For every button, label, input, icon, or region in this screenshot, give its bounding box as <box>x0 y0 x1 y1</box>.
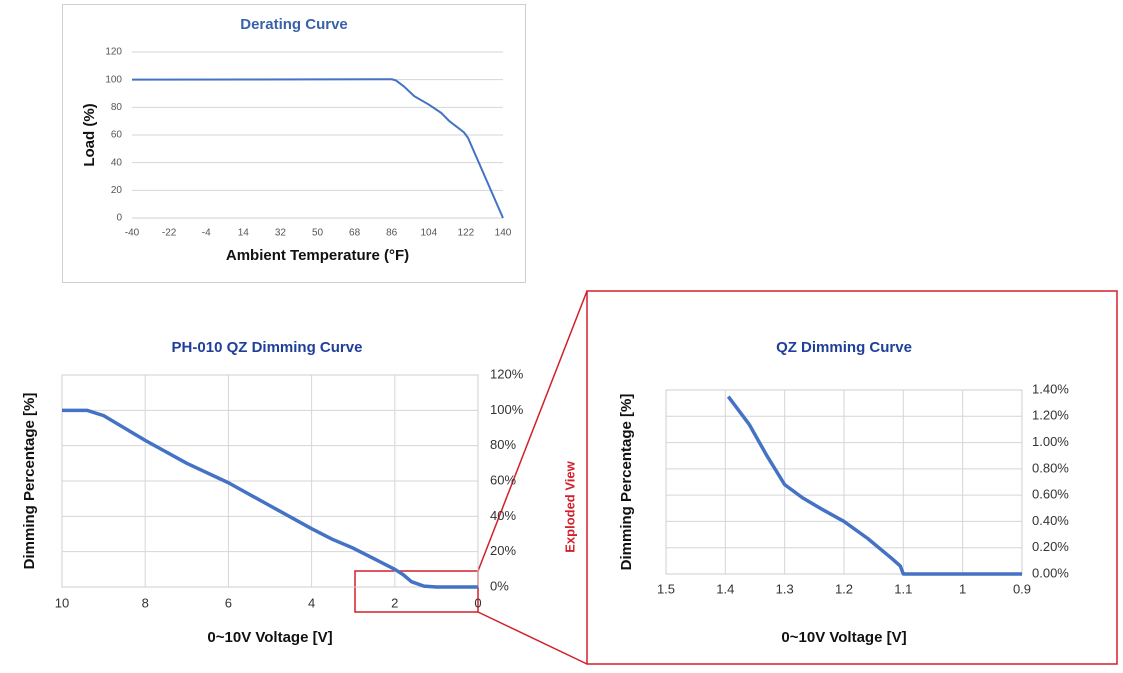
y-tick-label: 20% <box>490 543 516 558</box>
y-tick-label: 0% <box>490 578 509 593</box>
x-tick-label: 50 <box>312 228 324 239</box>
x-tick-label: 86 <box>386 228 398 239</box>
x-tick-label: -4 <box>202 228 211 239</box>
x-tick-label: -22 <box>162 228 177 239</box>
x-tick-label: 1.2 <box>835 581 853 596</box>
data-line <box>131 78 504 219</box>
y-tick-label: 60% <box>490 472 516 487</box>
x-tick-label: 122 <box>458 228 475 239</box>
y-tick-label: 80% <box>490 437 516 452</box>
data-line <box>726 395 1022 576</box>
y-tick-label: 80 <box>111 102 123 113</box>
y-tick-label: 0 <box>116 213 122 224</box>
x-tick-label: 140 <box>495 228 512 239</box>
x-tick-label: 8 <box>142 595 149 610</box>
x-tick-label: 1.4 <box>716 581 734 596</box>
x-tick-label: 0.9 <box>1013 581 1031 596</box>
x-axis-label: Ambient Temperature (°F) <box>226 247 409 264</box>
y-tick-label: 60 <box>111 130 123 141</box>
x-tick-label: 4 <box>308 595 315 610</box>
y-tick-label: 40 <box>111 157 123 168</box>
chart-frame <box>62 4 526 283</box>
y-tick-label: 1.00% <box>1032 434 1069 449</box>
y-tick-label: 120 <box>105 47 122 58</box>
plot-frame <box>665 389 1023 575</box>
y-tick-label: 0.80% <box>1032 460 1069 475</box>
x-tick-label: -40 <box>125 228 140 239</box>
x-tick-label: 1.1 <box>894 581 912 596</box>
x-tick-label: 1 <box>959 581 966 596</box>
x-axis-label: 0~10V Voltage [V] <box>781 629 906 646</box>
x-tick-label: 1.3 <box>776 581 794 596</box>
y-tick-label: 1.20% <box>1032 408 1069 423</box>
y-tick-label: 40% <box>490 508 516 523</box>
plot-frame <box>61 374 479 588</box>
y-axis-label: Dimming Percentage [%] <box>618 394 635 571</box>
annotation: Exploded View <box>562 460 577 552</box>
x-tick-label: 6 <box>225 595 232 610</box>
y-tick-label: 20 <box>111 185 123 196</box>
y-tick-label: 120% <box>490 366 524 381</box>
chart-title: PH-010 QZ Dimming Curve <box>172 339 363 356</box>
chart-title: QZ Dimming Curve <box>776 339 912 356</box>
y-tick-label: 100 <box>105 74 122 85</box>
x-tick-label: 68 <box>349 228 361 239</box>
y-tick-label: 0.20% <box>1032 539 1069 554</box>
x-tick-label: 0 <box>474 595 481 610</box>
data-line <box>62 408 478 589</box>
x-tick-label: 32 <box>275 228 287 239</box>
x-tick-label: 1.5 <box>657 581 675 596</box>
x-tick-label: 14 <box>238 228 250 239</box>
y-tick-label: 0.40% <box>1032 513 1069 528</box>
zoom-box <box>354 570 479 613</box>
y-axis-label: Load (%) <box>81 103 98 166</box>
y-tick-label: 0.00% <box>1032 565 1069 580</box>
chart-title: Derating Curve <box>240 16 348 33</box>
x-tick-label: 104 <box>420 228 437 239</box>
y-axis-label: Dimming Percentage [%] <box>21 393 38 570</box>
connector <box>477 290 588 572</box>
x-tick-label: 10 <box>55 595 69 610</box>
y-tick-label: 100% <box>490 402 524 417</box>
y-tick-label: 0.60% <box>1032 487 1069 502</box>
x-axis-label: 0~10V Voltage [V] <box>207 629 332 646</box>
connector <box>477 611 588 665</box>
x-tick-label: 2 <box>391 595 398 610</box>
y-tick-label: 1.40% <box>1032 381 1069 396</box>
exploded-frame <box>586 290 1118 665</box>
